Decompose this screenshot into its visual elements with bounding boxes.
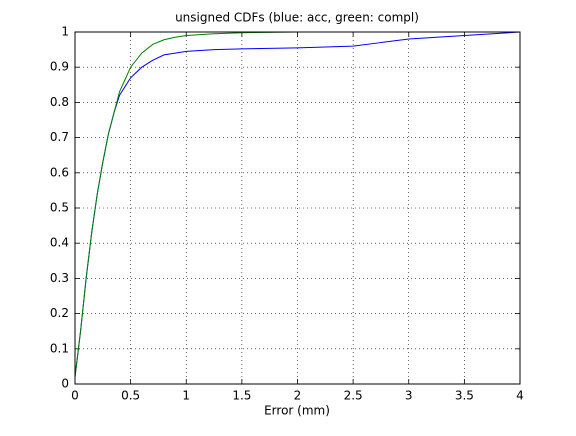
y-tick-label: 0.7 — [50, 130, 69, 144]
y-tick-label: 0.4 — [50, 236, 69, 250]
x-tick-label: 2 — [294, 389, 302, 403]
y-tick-label: 0.5 — [50, 201, 69, 215]
y-tick-label: 0.6 — [50, 165, 69, 179]
y-tick-label: 1 — [61, 25, 69, 39]
y-tick-label: 0 — [61, 377, 69, 391]
plot-frame — [74, 31, 521, 385]
x-tick-label: 1.5 — [232, 389, 251, 403]
y-tick-label: 0.2 — [50, 306, 69, 320]
x-tick-label: 3 — [405, 389, 413, 403]
x-tick-label: 0 — [71, 389, 79, 403]
x-axis-label: Error (mm) — [264, 404, 330, 418]
x-tick-label: 4 — [516, 389, 524, 403]
y-tick-label: 0.3 — [50, 271, 69, 285]
x-tick-label: 1 — [182, 389, 190, 403]
y-tick-label: 0.9 — [50, 60, 69, 74]
y-tick-label: 0.8 — [50, 95, 69, 109]
x-tick-label: 3.5 — [455, 389, 474, 403]
x-tick-label: 0.5 — [121, 389, 140, 403]
chart-title: unsigned CDFs (blue: acc, green: compl) — [175, 11, 419, 25]
y-tick-label: 0.1 — [50, 341, 69, 355]
x-tick-label: 2.5 — [344, 389, 363, 403]
